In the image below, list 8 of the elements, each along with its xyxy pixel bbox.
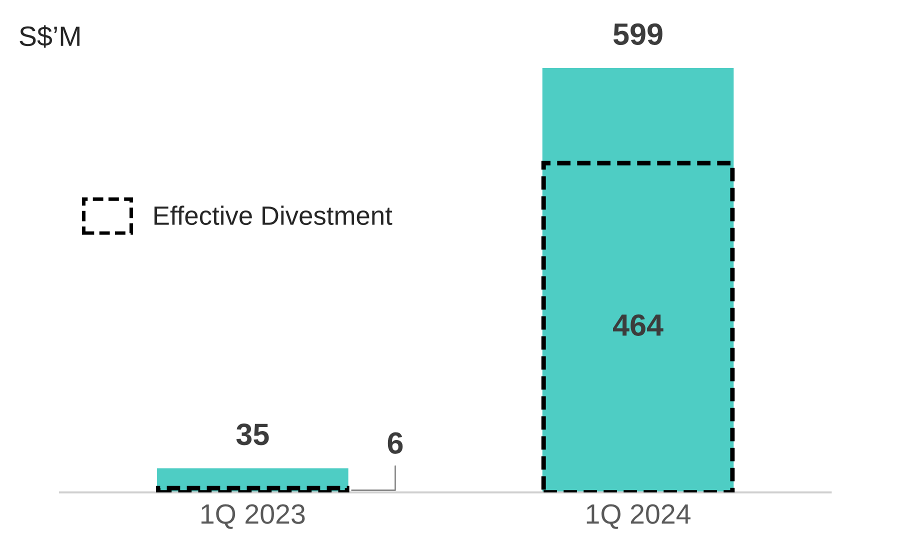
data-label: 464 [613, 314, 664, 336]
data-label: 35 [236, 424, 269, 446]
data-label: 599 [613, 23, 662, 45]
x-tick-label: 1Q 2023 [202, 504, 305, 529]
y-axis-title: S$’M [20, 25, 80, 48]
x-tick-label: 1Q 2024 [586, 504, 690, 529]
data-label: 6 [388, 432, 403, 454]
legend-label: Effective Divestment [154, 206, 392, 226]
